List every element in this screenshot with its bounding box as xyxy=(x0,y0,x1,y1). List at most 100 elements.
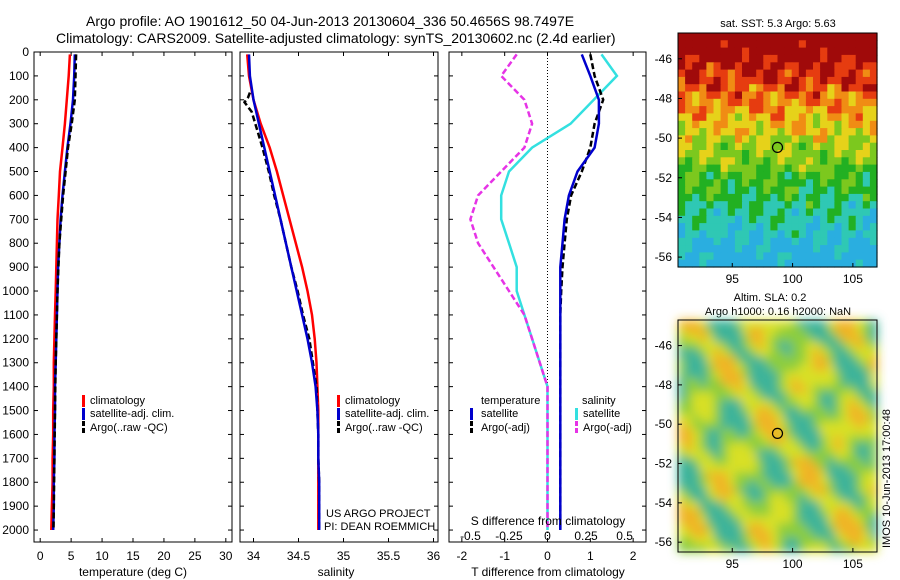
map-cell xyxy=(742,201,750,210)
map-cell xyxy=(756,530,764,539)
map-cell xyxy=(678,465,686,473)
map-cell xyxy=(862,223,871,231)
map-cell xyxy=(727,457,736,466)
map-cell xyxy=(763,54,771,63)
map-cell xyxy=(734,193,743,202)
map-cell xyxy=(791,47,800,56)
map-cell xyxy=(734,62,743,71)
map-cell xyxy=(855,436,864,444)
map-cell xyxy=(862,84,871,93)
map-cell xyxy=(777,450,786,459)
map-cell xyxy=(727,385,736,394)
map-cell xyxy=(848,414,857,423)
x-tick-label: 35.5 xyxy=(377,549,401,563)
map-cell xyxy=(756,414,764,423)
map-cell xyxy=(720,208,729,217)
map-cell xyxy=(727,259,736,268)
map-cell xyxy=(713,436,722,444)
map-cell xyxy=(720,436,729,444)
map-cell xyxy=(742,356,750,365)
map-cell xyxy=(706,385,715,394)
map-cell xyxy=(734,106,743,114)
map-cell xyxy=(756,157,764,166)
map-cell xyxy=(848,356,857,365)
map-cell xyxy=(678,186,686,195)
map-cell xyxy=(742,259,750,268)
map-cell xyxy=(678,237,686,246)
map-cell xyxy=(678,33,686,41)
map-cell xyxy=(805,486,814,495)
map-cell xyxy=(827,356,835,365)
map-cell xyxy=(862,150,871,158)
map-cell xyxy=(763,33,771,41)
depth-tick-label: 200 xyxy=(9,93,29,107)
map-cell xyxy=(756,171,764,180)
map-cell xyxy=(784,421,793,430)
map-cell xyxy=(699,69,707,78)
map-cell xyxy=(734,223,743,231)
map-cell xyxy=(713,450,722,459)
map-cell xyxy=(777,76,786,85)
map-cell xyxy=(798,157,807,166)
map-cell xyxy=(713,91,722,100)
map-cell xyxy=(727,84,736,93)
argo-location-marker xyxy=(771,427,784,439)
map-cell xyxy=(869,465,878,473)
map-cell xyxy=(798,54,807,63)
map-cell xyxy=(848,179,857,188)
temperature-xlabel: temperature (deg C) xyxy=(79,565,187,579)
map-cell xyxy=(791,62,800,71)
map-cell xyxy=(727,392,736,401)
map-cell xyxy=(834,33,843,41)
map-cell xyxy=(749,76,757,85)
map-cell xyxy=(798,179,807,188)
map-cell xyxy=(706,128,715,136)
map-cell xyxy=(791,421,800,430)
x-tick-label: 34 xyxy=(247,549,261,563)
map-cell xyxy=(827,414,835,423)
map-cell xyxy=(770,91,779,100)
map-cell xyxy=(749,421,757,430)
difference-series xyxy=(469,53,619,530)
map-cell xyxy=(770,385,779,394)
map-cell xyxy=(685,363,693,372)
map-cell xyxy=(791,91,800,100)
map-cell xyxy=(855,457,864,466)
map-cell xyxy=(841,407,850,415)
map-cell xyxy=(820,157,828,166)
map-cell xyxy=(869,436,878,444)
map-cell xyxy=(862,399,871,408)
map-cell xyxy=(848,150,857,158)
map-cell xyxy=(820,201,828,210)
map-cell xyxy=(706,201,715,210)
map-cell xyxy=(742,113,750,122)
map-cell xyxy=(862,479,871,488)
map-cell xyxy=(734,69,743,78)
map-cell xyxy=(862,530,871,539)
map-cell xyxy=(756,84,764,93)
map-cell xyxy=(805,443,814,452)
map-cell xyxy=(742,414,750,423)
map-cell xyxy=(763,399,771,408)
map-cell xyxy=(699,179,707,188)
map-cell xyxy=(834,201,843,210)
map-cell xyxy=(862,91,871,100)
map-cell xyxy=(848,421,857,430)
map-cell xyxy=(791,457,800,466)
map-cell xyxy=(749,472,757,481)
map-cell xyxy=(734,237,743,246)
map-cell xyxy=(770,40,779,49)
map-cell xyxy=(756,407,764,415)
map-cell xyxy=(749,508,757,517)
map-cell xyxy=(692,486,700,495)
map-cell xyxy=(720,530,729,539)
map-cell xyxy=(855,508,864,517)
map-cell xyxy=(862,414,871,423)
map-cell xyxy=(869,201,878,210)
map-cell xyxy=(862,142,871,151)
map-cell xyxy=(827,479,835,488)
map-cell xyxy=(820,91,828,100)
map-cell xyxy=(827,150,835,158)
map-cell xyxy=(777,378,786,386)
